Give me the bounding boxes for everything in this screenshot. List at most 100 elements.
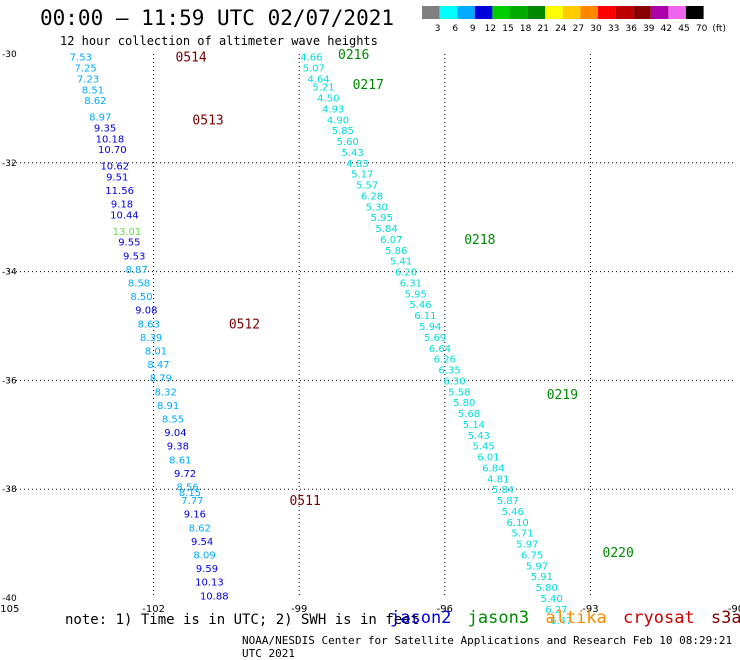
swh-value: 5.68 <box>458 409 480 420</box>
colorbar-label: 39 <box>643 24 655 34</box>
y-tick-label: -30 <box>2 50 17 60</box>
swh-value: 6.30 <box>443 376 465 387</box>
colorbar-label: 24 <box>555 24 567 34</box>
swh-value: 8.97 <box>89 113 111 124</box>
colorbar-swatch <box>439 6 458 19</box>
satellite-jason3: jason3 <box>467 608 530 628</box>
y-tick-label: -32 <box>2 159 17 169</box>
swh-value: 8.87 <box>125 265 147 276</box>
satellite-s3a: s3a <box>710 608 740 628</box>
swh-value: 5.80 <box>453 398 475 409</box>
swh-value: 5.60 <box>337 137 359 148</box>
swh-value: 10.70 <box>98 145 127 156</box>
swh-value: 5.46 <box>409 300 431 311</box>
swh-value: 5.41 <box>390 257 412 268</box>
swh-value: 8.62 <box>189 523 211 534</box>
swh-value: 6.26 <box>434 355 456 366</box>
swh-value: 5.43 <box>341 148 363 159</box>
track-time-label: 0512 <box>229 317 260 332</box>
swh-value: 5.95 <box>371 213 393 224</box>
y-tick-label: -34 <box>2 268 17 278</box>
swh-value: 5.94 <box>419 322 441 333</box>
swh-value: 6.31 <box>400 278 422 289</box>
colorbar-swatch <box>510 6 528 19</box>
colorbar-swatch <box>580 6 598 19</box>
colorbar-label: 18 <box>520 24 532 34</box>
swh-value: 8.62 <box>84 96 106 107</box>
swh-value: 10.13 <box>195 578 224 589</box>
colorbar-label: 33 <box>608 24 619 34</box>
colorbar-label: (ft) <box>712 24 726 34</box>
swh-value: 9.55 <box>118 238 140 249</box>
x-tick-label: -105 <box>0 604 19 615</box>
swh-value: 4.93 <box>322 104 344 115</box>
swh-value: 9.54 <box>191 537 213 548</box>
track-time-label: 0220 <box>603 546 634 561</box>
x-tick-label: -96 <box>437 604 453 615</box>
swh-value: 6.01 <box>477 453 499 464</box>
swh-value: 8.15 <box>179 488 201 499</box>
swh-value: 9.35 <box>94 123 116 134</box>
swh-value: 8.50 <box>130 292 152 303</box>
swh-value: 8.51 <box>82 85 104 96</box>
swh-value: 10.88 <box>200 591 229 602</box>
swh-value: 6.10 <box>506 518 528 529</box>
swh-value: 8.58 <box>128 278 150 289</box>
colorbar-swatch <box>527 6 546 19</box>
swh-value: 5.97 <box>516 540 538 551</box>
swh-value: 4.66 <box>300 53 322 64</box>
swh-value: 5.57 <box>356 181 378 192</box>
swh-value: 5.07 <box>303 64 325 75</box>
swh-value: 8.55 <box>162 414 184 425</box>
swh-value: 4.81 <box>487 474 509 485</box>
swh-value: 5.71 <box>511 529 533 540</box>
swh-value: 6.11 <box>414 311 436 322</box>
swh-value: 5.69 <box>424 333 446 344</box>
chart-title: 00:00 – 11:59 UTC 02/07/2021 <box>40 6 395 30</box>
swh-value: 7.23 <box>77 74 99 85</box>
swh-value: 9.38 <box>167 442 189 453</box>
swh-value: 6.07 <box>380 235 402 246</box>
swh-value: 8.09 <box>193 550 215 561</box>
colorbar-label: 42 <box>661 24 672 34</box>
swh-value: 8.39 <box>140 333 162 344</box>
colorbar-label: 30 <box>590 24 602 34</box>
swh-value: 8.32 <box>155 387 177 398</box>
swh-value: 7.25 <box>75 64 97 75</box>
swh-value: 8.63 <box>138 319 160 330</box>
x-tick-label: -90 <box>728 604 740 615</box>
satellite-legend: jason2 jason3 altika cryosat s3a <box>390 608 740 628</box>
swh-value: 6.28 <box>361 191 383 202</box>
y-tick-label: -38 <box>2 485 17 495</box>
colorbar-swatch <box>598 6 616 19</box>
swh-value: 5.21 <box>312 83 334 94</box>
colorbar-swatch <box>545 6 563 19</box>
swh-value: 4.64 <box>307 74 329 85</box>
colorbar-swatch <box>492 6 510 19</box>
colorbar-swatch <box>615 6 634 19</box>
x-tick-label: -99 <box>291 604 307 615</box>
track-time-label: 0511 <box>289 494 320 509</box>
swh-value: 6.20 <box>395 268 417 279</box>
colorbar-label: 70 <box>696 24 708 34</box>
colorbar-swatch <box>686 6 704 19</box>
swh-value: 5.86 <box>385 246 407 257</box>
colorbar-label: 36 <box>625 24 637 34</box>
colorbar-swatch <box>474 6 493 19</box>
swh-value: 5.80 <box>536 583 558 594</box>
colorbar-label: 27 <box>573 24 584 34</box>
track-time-label: 0514 <box>175 51 206 66</box>
swh-value: 8.91 <box>157 401 179 412</box>
swh-value: 5.84 <box>492 485 514 496</box>
swh-value: 5.97 <box>526 561 548 572</box>
swh-value: 6.35 <box>439 366 461 377</box>
swh-value: 6.64 <box>429 344 451 355</box>
swh-value: 5.46 <box>502 507 524 518</box>
swh-value: 5.17 <box>351 170 373 181</box>
colorbar-label: 45 <box>678 24 689 34</box>
satellite-cryosat: cryosat <box>623 608 695 628</box>
colorbar-swatch <box>457 6 475 19</box>
swh-value: 9.04 <box>164 428 186 439</box>
swh-value: 10.18 <box>96 134 125 145</box>
swh-value: 9.53 <box>123 251 145 262</box>
